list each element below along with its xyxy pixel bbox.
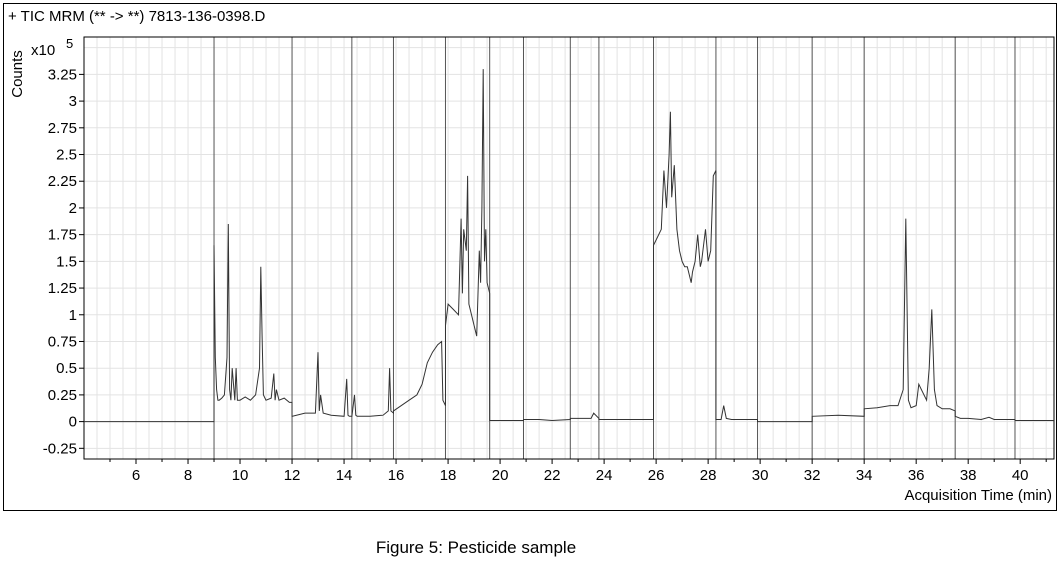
x-tick-label: 36 [908,467,925,484]
y-tick-label: 2.75 [48,120,77,137]
x-tick-label: 16 [388,467,405,484]
y-tick-label: 1 [69,307,77,324]
tic-chromatogram-chart: + TIC MRM (** -> **) 7813-136-0398.D Cou… [8,8,1055,504]
x-tick-label: 38 [960,467,977,484]
y-multiplier: x10 [31,42,55,59]
y-tick-label: 2 [69,200,77,217]
x-tick-label: 30 [752,467,769,484]
x-tick-label: 18 [440,467,457,484]
plot-area [83,36,1055,460]
chart-title: + TIC MRM (** -> **) 7813-136-0398.D [8,8,265,25]
x-tick-label: 32 [804,467,821,484]
chart-frame: + TIC MRM (** -> **) 7813-136-0398.D Cou… [3,3,1057,511]
x-tick-label: 6 [132,467,140,484]
x-tick-label: 28 [700,467,717,484]
x-axis-ticks: 6 8 10 12 14 16 18 20 22 24 26 28 30 32 34 36 38 40 [109,459,1047,484]
y-tick-label: 0.75 [48,333,77,350]
y-tick-label: 3.25 [48,66,77,83]
y-axis-label-group: Counts [9,50,26,98]
figure-caption: Figure 5: Pesticide sample [375,538,577,557]
x-tick-label: 20 [492,467,509,484]
x-tick-label: 12 [284,467,301,484]
x-tick-label: 8 [184,467,192,484]
y-tick-label: -0.25 [43,440,77,457]
x-tick-label: 24 [596,467,613,484]
y-tick-label: 2.5 [56,147,77,164]
x-tick-label: 26 [648,467,665,484]
y-axis-ticks: -0.25 0 0.25 0.5 0.75 1 1.25 1.5 1.75 2 2.25 2.5 2.7… [43,66,84,457]
y-tick-label: 0 [69,414,77,431]
x-tick-label: 10 [232,467,249,484]
x-tick-label: 22 [544,467,561,484]
y-tick-label: 3 [69,93,77,110]
y-axis-label: Counts [9,50,26,98]
y-tick-label: 2.25 [48,173,77,190]
y-exponent: 5 [66,36,73,51]
x-tick-label: 34 [856,467,873,484]
tic-series-line [84,69,1054,423]
x-axis-label: Acquisition Time (min) [904,487,1052,504]
figure-caption-wrap: Figure 5: Pesticide sample [0,538,1062,558]
y-tick-label: 1.25 [48,280,77,297]
y-tick-label: 1.75 [48,227,77,244]
y-tick-label: 0.25 [48,387,77,404]
x-tick-label: 14 [336,467,353,484]
segment-boundaries [213,37,1016,459]
x-tick-label: 40 [1012,467,1029,484]
y-tick-label: 1.5 [56,253,77,270]
y-tick-label: 0.5 [56,360,77,377]
